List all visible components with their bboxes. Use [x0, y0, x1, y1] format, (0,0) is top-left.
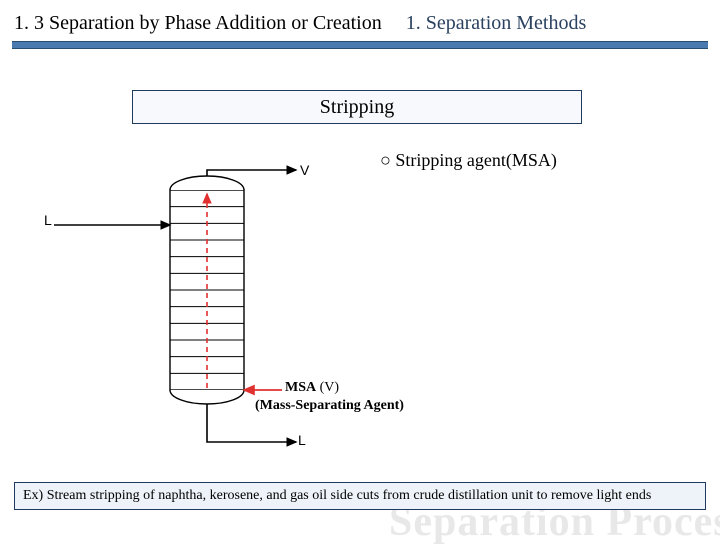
example-footer-text: Ex) Stream stripping of naphtha, kerosen… [23, 488, 651, 503]
label-vapor-out: V [300, 162, 309, 178]
stripping-diagram: ○ Stripping agent(MSA) V L MSA (V) (Mass… [0, 150, 720, 460]
example-footer-box: Ex) Stream stripping of naphtha, kerosen… [14, 482, 706, 510]
annotation-text: ○ Stripping agent(MSA) [380, 150, 557, 171]
header-left-title: 1. 3 Separation by Phase Addition or Cre… [14, 12, 382, 35]
label-msa-in: MSA (V) [285, 380, 339, 396]
label-msa-text: MSA [285, 380, 316, 395]
label-liquid-out: L [298, 432, 306, 448]
slide-header: 1. 3 Separation by Phase Addition or Cre… [0, 0, 720, 41]
label-msa-paren: (V) [320, 380, 339, 395]
header-rule [12, 41, 708, 49]
header-right-title: 1. Separation Methods [406, 12, 587, 35]
section-title-box: Stripping [132, 90, 582, 124]
section-title-text: Stripping [320, 96, 394, 119]
label-liquid-in: L [44, 212, 52, 228]
label-msa-caption: (Mass-Separating Agent) [255, 398, 404, 414]
